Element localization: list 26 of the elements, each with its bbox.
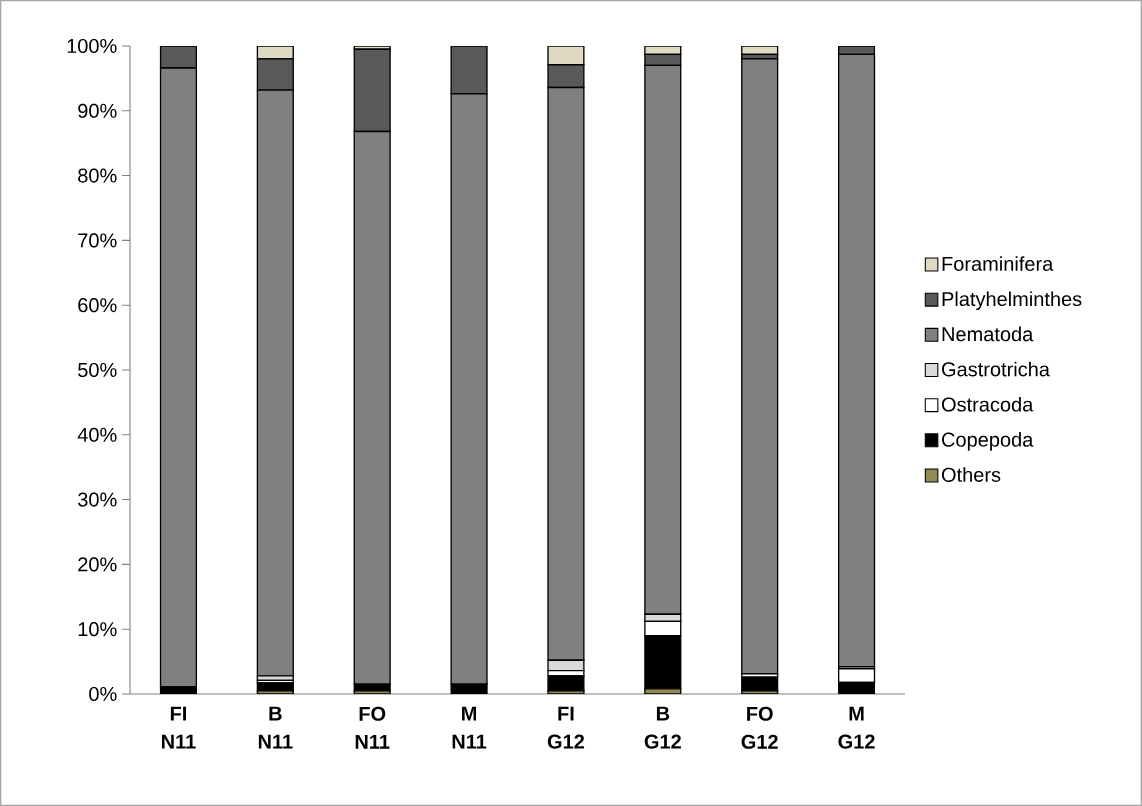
legend-label: Foraminifera <box>942 256 1054 271</box>
x-tick-label: M N11 <box>452 706 487 749</box>
y-tick-label: 70% <box>78 233 117 248</box>
legend-label: Others <box>941 467 1001 482</box>
x-tick-label: M G12 <box>838 706 875 749</box>
x-tick-label: FO G12 <box>741 706 778 749</box>
y-tick-label: 80% <box>78 168 117 183</box>
x-tick-label: FO N11 <box>355 706 390 749</box>
y-tick-label: 90% <box>78 103 117 118</box>
x-tick-label: FI G12 <box>547 706 585 749</box>
legend-label: Platyhelminthes <box>942 291 1082 311</box>
x-tick-label: FI N11 <box>161 706 196 749</box>
y-tick-label: 60% <box>78 298 117 313</box>
y-tick-label: 0% <box>89 686 117 702</box>
legend-label: Nematoda <box>942 326 1034 342</box>
legend-label: Gastrotricha <box>942 361 1050 377</box>
legend-label: Ostracoda <box>941 396 1034 412</box>
y-tick-label: 20% <box>78 557 117 572</box>
x-tick-label: B G12 <box>644 706 681 749</box>
x-tick-label: B N11 <box>258 706 293 749</box>
y-tick-label: 100% <box>67 38 117 54</box>
y-tick-label: 10% <box>78 622 117 637</box>
legend-label: Copepoda <box>942 432 1034 451</box>
y-tick-label: 50% <box>78 362 117 378</box>
y-tick-label: 40% <box>77 427 117 442</box>
y-tick-label: 30% <box>78 492 117 507</box>
